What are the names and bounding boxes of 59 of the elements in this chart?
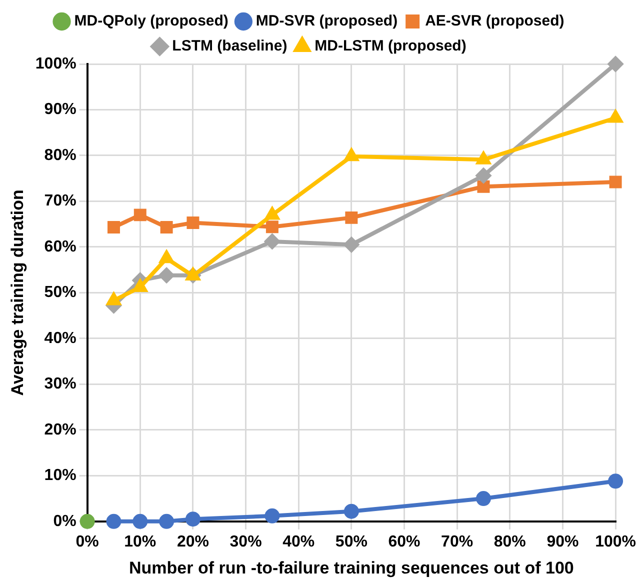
x-tick-label: 30% xyxy=(230,533,262,550)
legend-label: LSTM (baseline) xyxy=(172,38,288,55)
legend-label: AE-SVR (proposed) xyxy=(425,12,564,30)
point xyxy=(476,491,491,506)
point xyxy=(106,292,120,306)
point xyxy=(265,207,279,220)
x-tick-label: 100% xyxy=(595,533,636,550)
point xyxy=(133,280,147,292)
point xyxy=(476,168,491,184)
x-tick-label: 80% xyxy=(494,533,526,550)
point xyxy=(608,110,622,123)
legend-label: MD-SVR (proposed) xyxy=(256,12,398,30)
point xyxy=(345,211,358,224)
y-tick-label: 20% xyxy=(44,421,76,438)
point xyxy=(106,514,122,529)
point xyxy=(107,221,120,234)
y-tick-label: 60% xyxy=(44,238,76,256)
x-tick-label: 60% xyxy=(388,533,420,550)
x-tick-label: 0% xyxy=(76,533,99,550)
y-axis-title: Average training duration xyxy=(8,190,27,396)
x-axis-title: Number of run -to-failure training sequences out of 100 xyxy=(128,558,574,578)
y-tick-label: 80% xyxy=(44,146,76,164)
point xyxy=(185,512,200,527)
point xyxy=(159,268,174,283)
x-tick-label: 10% xyxy=(124,533,156,550)
y-tick-label: 0% xyxy=(53,512,76,530)
y-tick-label: 30% xyxy=(44,376,76,393)
y-tick-label: 40% xyxy=(44,330,76,347)
y-tick-label: 50% xyxy=(44,284,76,302)
point xyxy=(160,250,174,264)
x-tick-label: 70% xyxy=(441,533,474,550)
x-tick-label: 90% xyxy=(546,533,579,550)
legend-label: MD-LSTM (proposed) xyxy=(314,38,466,55)
point xyxy=(80,514,95,529)
point xyxy=(344,237,359,252)
point xyxy=(608,56,624,72)
point xyxy=(134,208,146,222)
point xyxy=(476,152,490,164)
point xyxy=(264,508,280,524)
y-tick-label: 100% xyxy=(35,55,76,72)
point xyxy=(160,221,173,234)
point xyxy=(264,234,280,249)
point xyxy=(266,220,278,234)
y-tick-label: 10% xyxy=(44,467,76,484)
x-tick-label: 20% xyxy=(176,533,209,550)
point xyxy=(609,176,622,188)
x-tick-label: 40% xyxy=(282,533,315,550)
point xyxy=(344,504,359,519)
point xyxy=(608,474,624,489)
point xyxy=(186,216,200,229)
point xyxy=(344,148,358,162)
point xyxy=(132,514,148,529)
point xyxy=(186,268,200,281)
x-tick-label: 50% xyxy=(335,533,368,550)
y-tick-label: 90% xyxy=(44,101,76,118)
point xyxy=(477,180,490,193)
y-tick-label: 70% xyxy=(44,192,76,210)
legend-label: MD-QPoly (proposed) xyxy=(74,12,228,30)
point xyxy=(159,514,174,529)
